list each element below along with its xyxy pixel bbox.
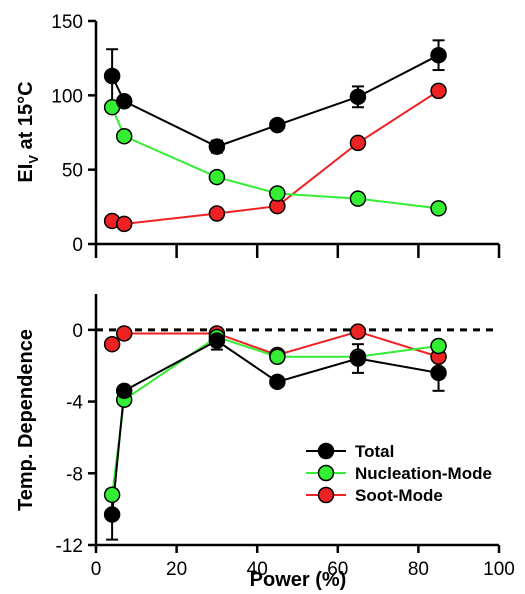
bottom-y-ticks: -12 -8 -4 0 — [56, 321, 96, 557]
bottom-series-line-total — [111, 339, 439, 515]
bottom-y-tick-label: -8 — [66, 464, 83, 485]
top-y-tick-label: 0 — [72, 235, 83, 256]
top-data-point-nucleation-mode — [208, 168, 226, 186]
top-data-point-soot-mode — [430, 82, 447, 100]
legend-marker — [317, 464, 335, 482]
top-data-point-total — [208, 138, 226, 155]
legend-marker — [317, 442, 335, 460]
x-tick-label: 80 — [408, 559, 429, 580]
legend-label: Soot-Mode — [355, 486, 443, 505]
top-data-point-total — [115, 93, 133, 110]
bottom-data-point-total — [208, 332, 226, 349]
legend: Total Nucleation-Mode Soot-Mode — [306, 442, 492, 505]
top-data-point-soot-mode — [349, 134, 367, 152]
bottom-y-tick-label: -4 — [66, 393, 83, 414]
bottom-data-point-nucleation-mode — [269, 348, 286, 365]
top-y-ticks: 0 50 100 150 — [51, 12, 96, 256]
top-y-tick-label: 50 — [62, 161, 83, 182]
top-y-tick-label: 150 — [51, 12, 83, 33]
bottom-data-point-total — [269, 373, 286, 391]
x-tick-label: 20 — [166, 559, 187, 580]
top-y-axis-title-sub: V — [26, 155, 41, 164]
bottom-x-ticks: 0 20 40 60 80 100 — [91, 545, 515, 580]
top-series-group — [103, 39, 447, 233]
top-y-axis-title-rest: at 15°C — [15, 81, 37, 155]
top-y-axis-title: EIV at 15°C — [15, 81, 41, 182]
x-tick-label: 60 — [327, 559, 348, 580]
bottom-data-point-soot-mode — [115, 325, 133, 342]
top-data-point-nucleation-mode — [430, 200, 447, 217]
top-data-point-total — [103, 67, 121, 85]
bottom-series-group — [103, 323, 447, 541]
top-data-point-nucleation-mode — [269, 185, 286, 202]
bottom-y-tick-label: -12 — [56, 536, 83, 557]
top-data-point-nucleation-mode — [115, 127, 133, 145]
top-y-axis-title-main: EI — [15, 164, 37, 183]
top-data-point-soot-mode — [208, 205, 226, 222]
bottom-data-point-soot-mode — [349, 323, 367, 340]
top-panel: EIV at 15°C 0 50 100 150 — [15, 12, 501, 258]
bottom-y-tick-label: 0 — [72, 321, 83, 342]
bottom-data-point-total — [349, 350, 367, 367]
top-data-point-total — [269, 116, 286, 134]
x-axis-title: Power (%) — [250, 569, 347, 591]
x-tick-label: 40 — [247, 559, 268, 580]
bottom-data-point-soot-mode — [103, 335, 121, 353]
bottom-data-point-total — [115, 382, 133, 400]
top-y-tick-label: 100 — [51, 86, 83, 107]
bottom-data-point-nucleation-mode — [103, 486, 121, 504]
top-data-point-total — [349, 88, 367, 106]
x-tick-label: 100 — [483, 559, 515, 580]
legend-label: Nucleation-Mode — [355, 464, 492, 483]
bottom-data-point-total — [103, 506, 121, 523]
bottom-panel: Temp. Dependence Power (%) -12 -8 -4 0 0 20 4… — [15, 294, 515, 591]
top-x-ticks — [94, 242, 501, 258]
top-data-point-soot-mode — [115, 215, 133, 233]
bottom-y-axis-title: Temp. Dependence — [15, 329, 37, 511]
bottom-data-point-nucleation-mode — [430, 337, 447, 355]
bottom-data-point-total — [430, 364, 447, 382]
legend-label: Total — [355, 442, 394, 461]
top-data-point-nucleation-mode — [349, 190, 367, 207]
legend-marker — [317, 486, 335, 504]
top-data-point-total — [430, 46, 447, 64]
x-tick-label: 0 — [91, 559, 102, 580]
